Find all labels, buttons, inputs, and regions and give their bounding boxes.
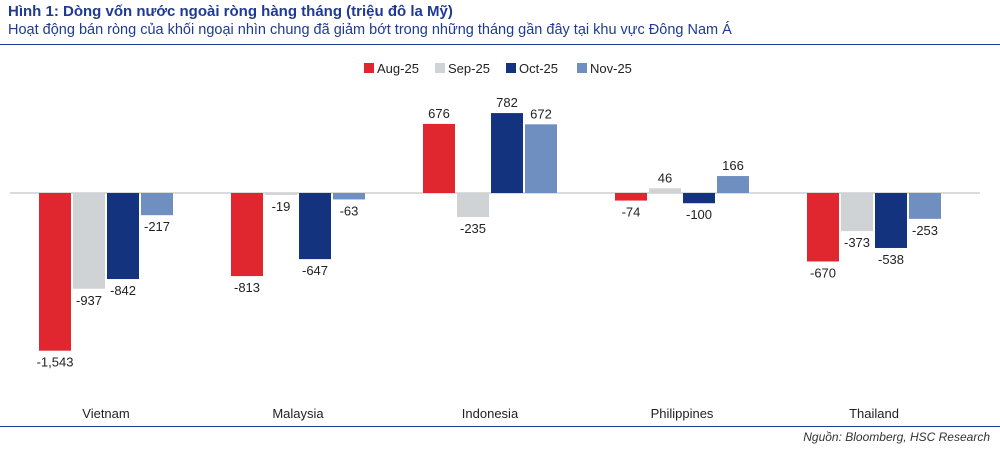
- bar-philippines-nov-25: [717, 176, 749, 193]
- data-label-thailand-nov-25: -253: [912, 223, 938, 238]
- bar-vietnam-aug-25: [39, 193, 71, 351]
- data-label-vietnam-aug-25: -1,543: [37, 355, 74, 370]
- legend-swatch-aug-25: [364, 63, 374, 73]
- legend-swatch-nov-25: [577, 63, 587, 73]
- data-label-malaysia-nov-25: -63: [340, 203, 359, 218]
- data-label-philippines-nov-25: 166: [722, 158, 744, 173]
- data-label-thailand-aug-25: -670: [810, 265, 836, 280]
- chart-title: Hình 1: Dòng vốn nước ngoài ròng hàng th…: [8, 3, 453, 20]
- source-note: Nguồn: Bloomberg, HSC Research: [803, 430, 990, 444]
- bar-thailand-oct-25: [875, 193, 907, 248]
- category-label-thailand: Thailand: [849, 406, 899, 421]
- data-label-indonesia-aug-25: 676: [428, 106, 450, 121]
- category-label-indonesia: Indonesia: [462, 406, 519, 421]
- data-label-vietnam-oct-25: -842: [110, 283, 136, 298]
- data-label-indonesia-oct-25: 782: [496, 95, 518, 110]
- bar-philippines-oct-25: [683, 193, 715, 204]
- bar-indonesia-oct-25: [491, 113, 523, 193]
- data-label-philippines-sep-25: 46: [658, 170, 672, 185]
- data-label-vietnam-nov-25: -217: [144, 219, 170, 234]
- legend-swatch-sep-25: [435, 63, 445, 73]
- header-divider: [0, 44, 1000, 45]
- data-label-vietnam-sep-25: -937: [76, 293, 102, 308]
- bar-thailand-sep-25: [841, 193, 873, 232]
- category-label-vietnam: Vietnam: [82, 406, 129, 421]
- bar-malaysia-sep-25: [265, 193, 297, 195]
- data-label-indonesia-nov-25: 672: [530, 106, 552, 121]
- data-label-philippines-aug-25: -74: [622, 205, 641, 220]
- data-label-thailand-oct-25: -538: [878, 252, 904, 267]
- bar-chart: Aug-25 Sep-25 Oct-25 Nov-25 -1,543 -937 -842 -2…: [10, 61, 980, 421]
- category-label-malaysia: Malaysia: [272, 406, 324, 421]
- bar-indonesia-sep-25: [457, 193, 489, 218]
- data-label-malaysia-oct-25: -647: [302, 263, 328, 278]
- bar-malaysia-aug-25: [231, 193, 263, 277]
- bar-malaysia-oct-25: [299, 193, 331, 260]
- legend-label-oct-25: Oct-25: [519, 61, 558, 76]
- bar-indonesia-nov-25: [525, 124, 557, 193]
- bar-vietnam-nov-25: [141, 193, 173, 216]
- legend-label-nov-25: Nov-25: [590, 61, 632, 76]
- legend-label-sep-25: Sep-25: [448, 61, 490, 76]
- legend-label-aug-25: Aug-25: [377, 61, 419, 76]
- data-label-thailand-sep-25: -373: [844, 235, 870, 250]
- bar-philippines-aug-25: [615, 193, 647, 201]
- legend-swatch-oct-25: [506, 63, 516, 73]
- bar-thailand-aug-25: [807, 193, 839, 262]
- data-label-malaysia-aug-25: -813: [234, 280, 260, 295]
- bar-vietnam-sep-25: [73, 193, 105, 289]
- data-label-philippines-oct-25: -100: [686, 207, 712, 222]
- data-label-malaysia-sep-25: -19: [272, 199, 291, 214]
- bar-indonesia-aug-25: [423, 123, 455, 193]
- bar-philippines-sep-25: [649, 188, 681, 193]
- data-label-indonesia-sep-25: -235: [460, 221, 486, 236]
- footer-divider: [0, 426, 1000, 427]
- bar-vietnam-oct-25: [107, 193, 139, 280]
- bar-thailand-nov-25: [909, 193, 941, 219]
- chart-subtitle: Hoạt động bán ròng của khối ngoại nhìn c…: [8, 22, 732, 38]
- bar-malaysia-nov-25: [333, 193, 365, 200]
- category-label-philippines: Philippines: [651, 406, 714, 421]
